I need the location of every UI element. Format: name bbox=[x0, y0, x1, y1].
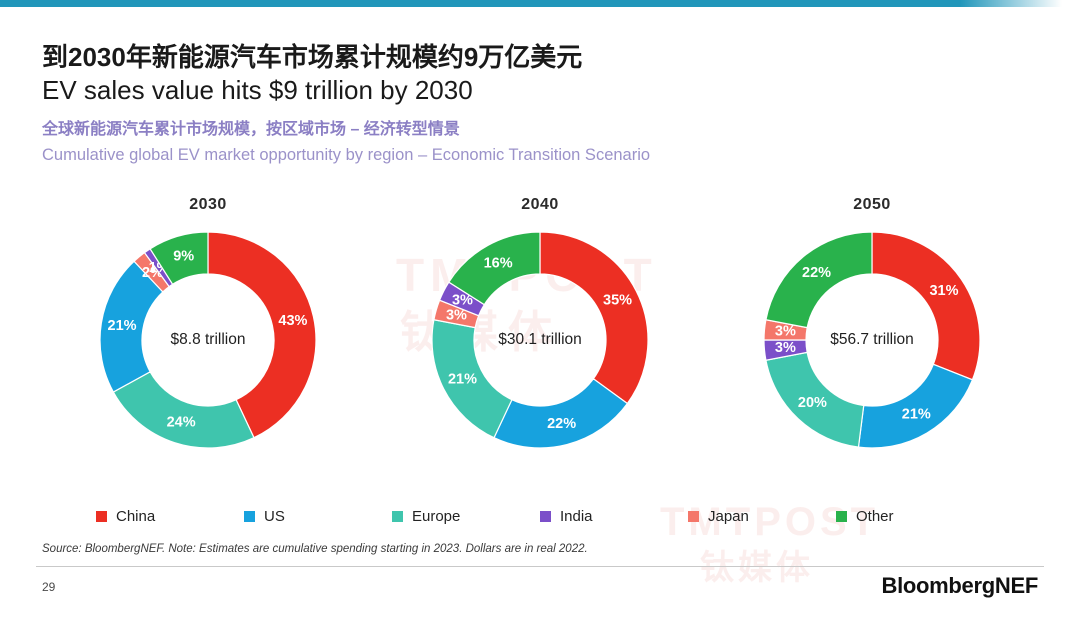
donut-slice-other[interactable] bbox=[765, 231, 873, 329]
legend-item-india[interactable]: India bbox=[540, 508, 688, 525]
page-subtitle-english: Cumulative global EV market opportunity … bbox=[42, 146, 651, 165]
slice-value-label-other: 9% bbox=[173, 248, 194, 264]
donut-chart-2050: 2050 31% 21% 20% 3% 3% 22% $56.7 trillion bbox=[742, 196, 1002, 456]
donut-slice-china[interactable] bbox=[207, 231, 317, 439]
legend-label: Other bbox=[856, 508, 894, 525]
chart-year-label: 2030 bbox=[189, 196, 227, 213]
legend-label: Europe bbox=[412, 508, 461, 525]
slice-value-label-china: 43% bbox=[278, 313, 307, 329]
footer-divider bbox=[36, 566, 1044, 567]
legend-label: India bbox=[560, 508, 593, 525]
heading-block: 到2030年新能源汽车市场累计规模约9万亿美元 EV sales value h… bbox=[42, 42, 1002, 166]
donut-chart-2040: 2040 35% 22% 21% 3% 3% 16% $30.1 trillion bbox=[410, 196, 670, 456]
page-title-chinese: 到2030年新能源汽车市场累计规模约9万亿美元 bbox=[42, 42, 583, 72]
slice-value-label-europe: 24% bbox=[167, 415, 196, 431]
legend-item-japan[interactable]: Japan bbox=[688, 508, 836, 525]
page-number: 29 bbox=[42, 580, 56, 594]
donut-slice-europe[interactable] bbox=[112, 370, 255, 449]
legend-swatch-icon bbox=[392, 511, 403, 522]
slice-value-label-us: 21% bbox=[108, 318, 137, 334]
chart-year-label: 2050 bbox=[853, 196, 891, 213]
chart-year-label: 2040 bbox=[521, 196, 559, 213]
source-note: Source: BloombergNEF. Note: Estimates ar… bbox=[42, 543, 588, 555]
top-accent-fade bbox=[960, 0, 1080, 7]
slice-value-label-europe: 21% bbox=[448, 371, 477, 387]
chart-legend: China US Europe India Japan Other bbox=[0, 508, 1080, 525]
slice-value-label-india: 3% bbox=[452, 292, 473, 308]
page-subtitle-chinese: 全球新能源汽车累计市场规模，按区域市场 – 经济转型情景 bbox=[42, 121, 460, 139]
legend-item-europe[interactable]: Europe bbox=[392, 508, 540, 525]
donut-charts-row: 2030 43% 24% 21% 2% 1% 9% $8.8 trillion 2040 35% 2… bbox=[0, 196, 1080, 486]
slice-value-label-us: 21% bbox=[902, 407, 931, 423]
legend-swatch-icon bbox=[688, 511, 699, 522]
donut-ring: 31% 21% 20% 3% 3% 22% $56.7 trillion bbox=[756, 224, 988, 456]
slice-value-label-japan: 3% bbox=[446, 308, 467, 324]
brand-logo-bloombergnef: BloombergNEF bbox=[881, 573, 1038, 598]
slice-value-label-india: 3% bbox=[775, 340, 796, 356]
legend-swatch-icon bbox=[96, 511, 107, 522]
legend-label: US bbox=[264, 508, 285, 525]
donut-slice-china[interactable] bbox=[871, 231, 981, 381]
slice-value-label-europe: 20% bbox=[798, 395, 827, 411]
donut-slice-us[interactable] bbox=[493, 377, 629, 449]
slice-value-label-other: 16% bbox=[484, 256, 513, 272]
legend-label: China bbox=[116, 508, 156, 525]
donut-slice-other[interactable] bbox=[149, 231, 209, 286]
legend-label: Japan bbox=[708, 508, 749, 525]
page-title-english: EV sales value hits $9 trillion by 2030 bbox=[42, 74, 473, 105]
legend-swatch-icon bbox=[836, 511, 847, 522]
slice-value-label-china: 31% bbox=[929, 283, 958, 299]
watermark-titanium-2: 钛媒体 bbox=[700, 549, 814, 587]
legend-item-us[interactable]: US bbox=[244, 508, 392, 525]
top-accent-bar bbox=[0, 0, 1080, 7]
legend-item-china[interactable]: China bbox=[96, 508, 244, 525]
slice-value-label-japan: 3% bbox=[775, 324, 796, 340]
donut-chart-2030: 2030 43% 24% 21% 2% 1% 9% $8.8 trillion bbox=[78, 196, 338, 456]
donut-slice-china[interactable] bbox=[539, 231, 649, 405]
slice-value-label-other: 22% bbox=[802, 265, 831, 281]
legend-swatch-icon bbox=[540, 511, 551, 522]
donut-ring: 43% 24% 21% 2% 1% 9% $8.8 trillion bbox=[92, 224, 324, 456]
legend-item-other[interactable]: Other bbox=[836, 508, 984, 525]
legend-swatch-icon bbox=[244, 511, 255, 522]
donut-slice-other[interactable] bbox=[447, 231, 541, 306]
slice-value-label-us: 22% bbox=[547, 416, 576, 432]
donut-ring: 35% 22% 21% 3% 3% 16% $30.1 trillion bbox=[424, 224, 656, 456]
slice-value-label-china: 35% bbox=[603, 292, 632, 308]
